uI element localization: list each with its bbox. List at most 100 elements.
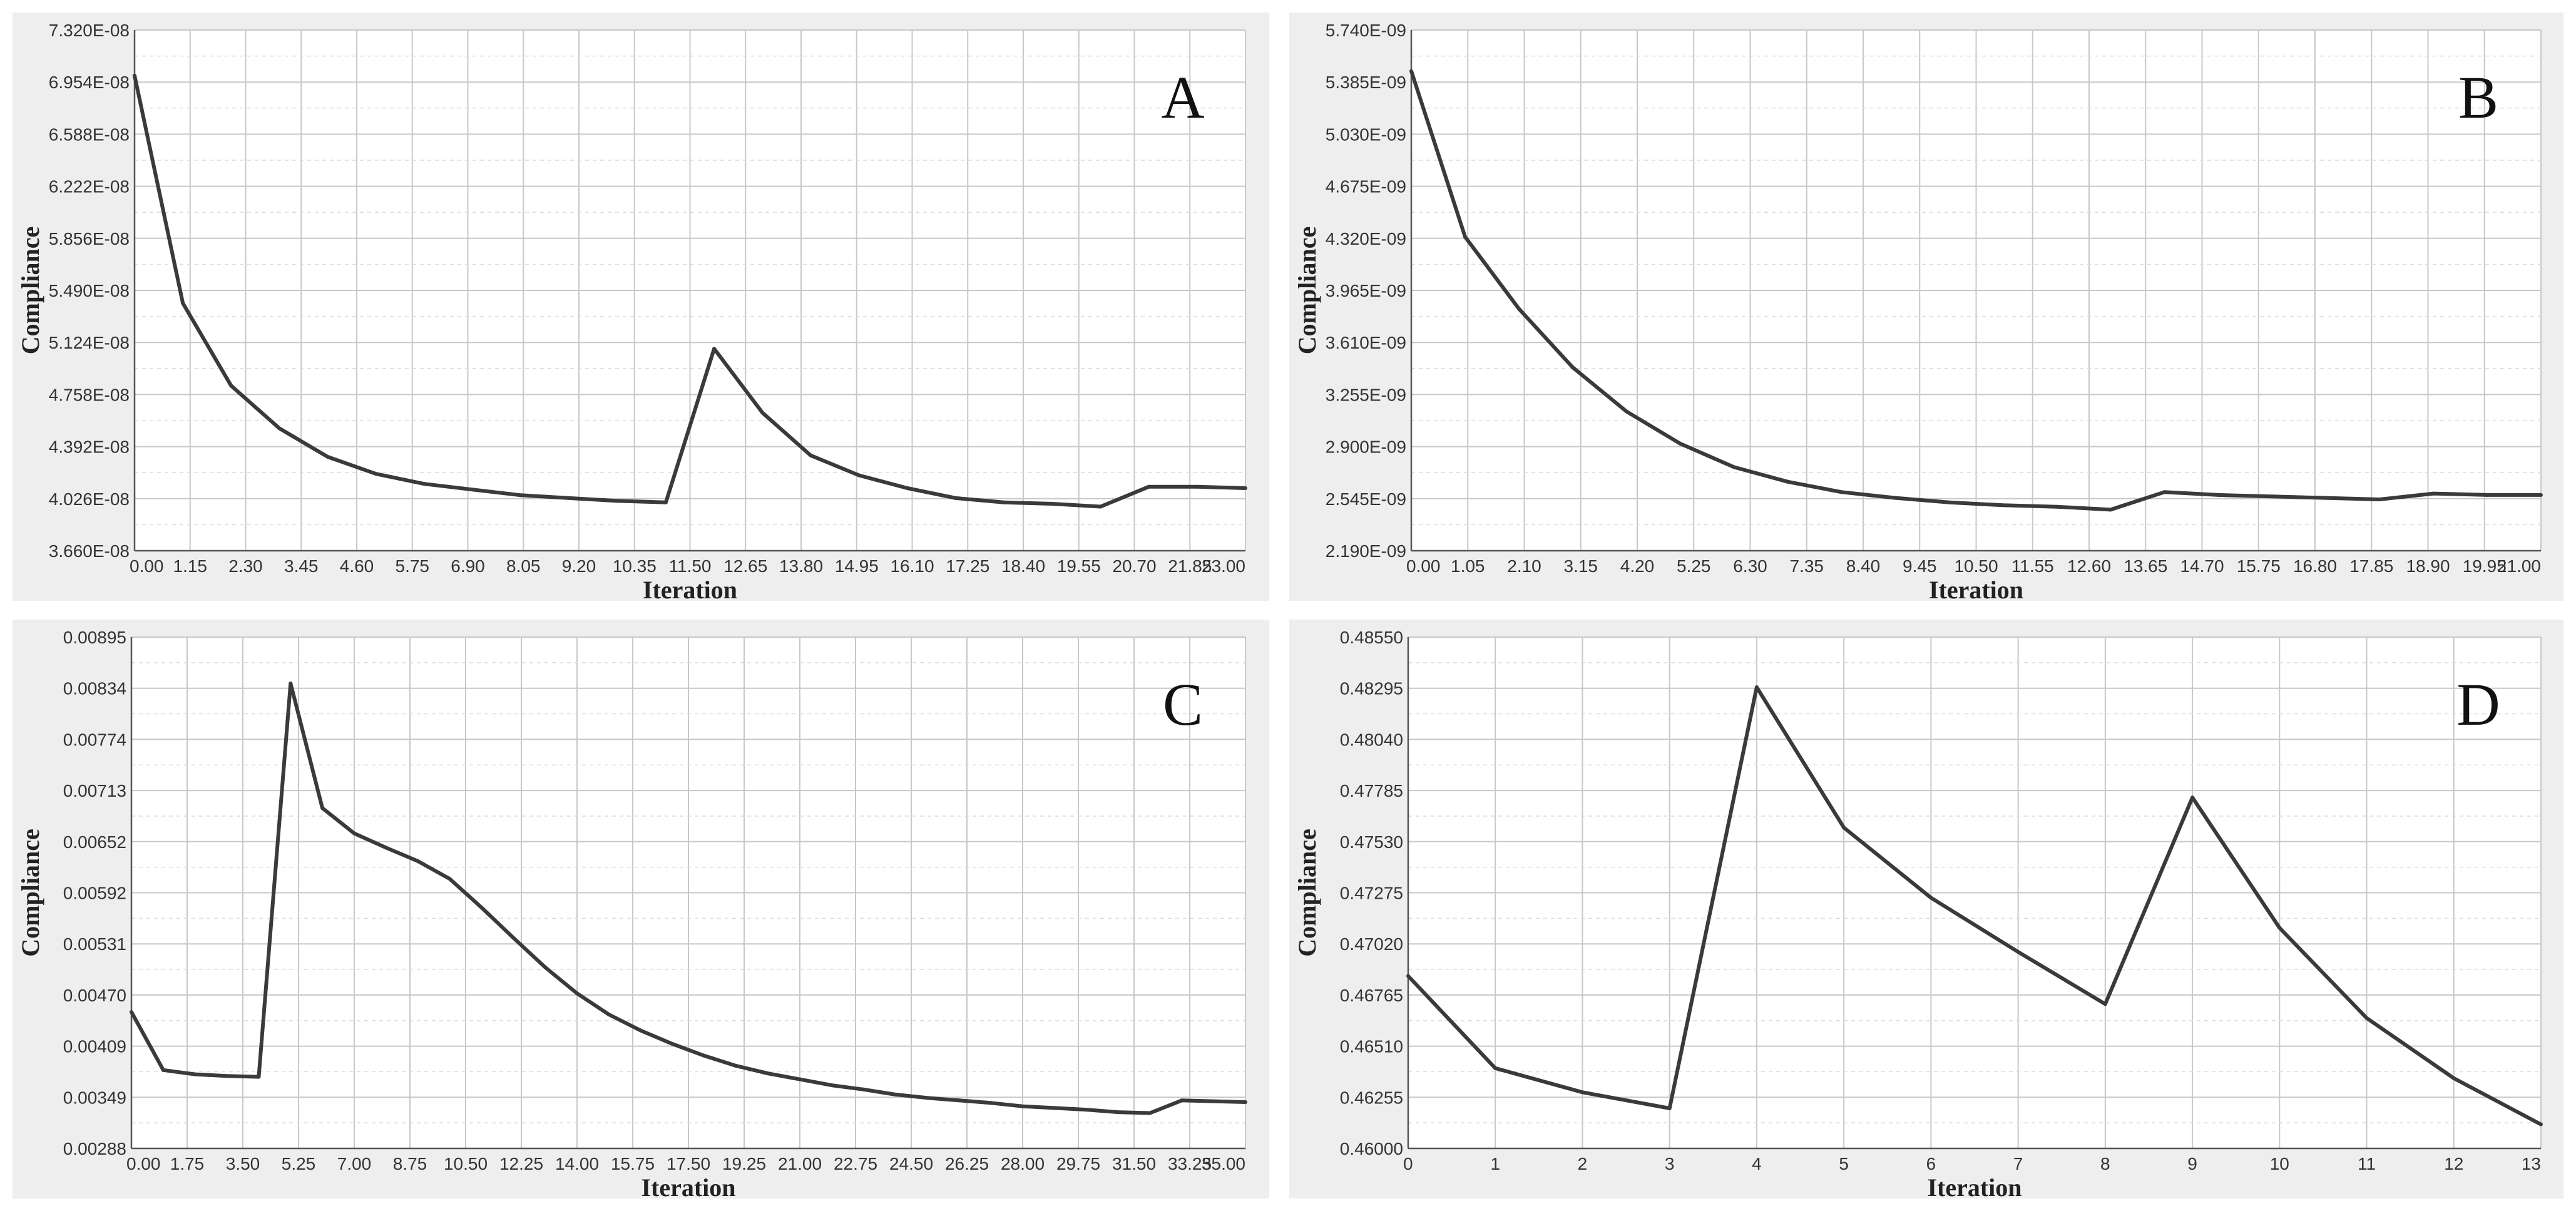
x-tick-label: 8.05 xyxy=(506,556,541,576)
data-point xyxy=(133,73,136,78)
data-point xyxy=(1180,1098,1184,1103)
data-point xyxy=(615,499,620,503)
x-axis-label: Iteration xyxy=(1927,1173,2021,1198)
y-tick-label: 0.00409 xyxy=(63,1037,126,1056)
data-point xyxy=(2451,1076,2456,1080)
data-point xyxy=(1116,1110,1120,1115)
y-tick-label: 0.00652 xyxy=(63,832,126,852)
series-line xyxy=(130,682,1246,1115)
data-point xyxy=(2277,926,2282,930)
x-tick-label: 35.00 xyxy=(1202,1154,1245,1173)
data-point xyxy=(1493,1066,1498,1070)
y-tick-label: 0.00834 xyxy=(63,679,126,698)
x-tick-label: 15.75 xyxy=(611,1154,655,1173)
y-tick-label: 2.545E-09 xyxy=(1326,489,1406,509)
data-point xyxy=(702,1053,707,1058)
chart-b-svg: 0.00 1.05 2.10 3.15 4.20 5.25 6.30 7.35 8.40 9.45… xyxy=(1293,21,2543,601)
data-point xyxy=(575,991,579,996)
data-points xyxy=(130,682,1247,1115)
y-tick-label: 5.385E-09 xyxy=(1326,73,1406,92)
data-points xyxy=(1406,685,2543,1127)
data-points xyxy=(1409,69,2543,512)
y-tick-label: 0.00349 xyxy=(63,1088,126,1107)
x-tick-label: 2.10 xyxy=(1507,556,1541,576)
x-tick-label: 31.50 xyxy=(1112,1154,1156,1173)
data-point xyxy=(1754,685,1759,690)
x-tick-label: 9.20 xyxy=(562,556,596,576)
y-tick-label: 0.48040 xyxy=(1340,730,1403,749)
data-point xyxy=(1842,825,1846,830)
x-tick-label: 16.10 xyxy=(890,556,934,576)
data-point xyxy=(161,1068,165,1072)
data-point xyxy=(225,1074,229,1078)
chart-panel-c: 0.00 1.75 3.50 5.25 7.00 8.75 10.50 12.25 14.00 1… xyxy=(13,620,1269,1198)
x-tick-label: 12 xyxy=(2444,1154,2463,1173)
x-tick-label: 2.30 xyxy=(228,556,263,576)
data-point xyxy=(638,1028,643,1033)
data-point xyxy=(2190,795,2195,800)
x-tick-label: 0.00 xyxy=(1406,556,1441,576)
data-point xyxy=(1148,1111,1152,1115)
data-point xyxy=(766,1071,770,1076)
data-point xyxy=(1624,409,1628,414)
panel-label: B xyxy=(2458,64,2498,131)
x-tick-label: 0 xyxy=(1403,1154,1413,1173)
y-tick-label: 0.47020 xyxy=(1340,934,1403,954)
y-tick-label: 5.490E-08 xyxy=(49,281,130,300)
x-tick-label: 29.75 xyxy=(1056,1154,1100,1173)
x-tick-label: 3.15 xyxy=(1564,556,1598,576)
data-point xyxy=(953,496,958,500)
y-axis-label: Compliance xyxy=(1293,829,1321,956)
y-tick-label: 2.900E-09 xyxy=(1326,437,1406,457)
x-tick-label: 12.65 xyxy=(723,556,767,576)
data-point xyxy=(1021,1104,1025,1108)
y-tick-label: 4.320E-09 xyxy=(1326,229,1406,248)
x-tick-label: 6 xyxy=(1926,1154,1936,1173)
data-point xyxy=(712,347,717,351)
data-point xyxy=(1147,484,1151,489)
data-point xyxy=(809,453,813,457)
x-tick-label: 10.35 xyxy=(613,556,657,576)
x-tick-label: 3.50 xyxy=(226,1154,260,1173)
data-point xyxy=(670,1042,675,1046)
data-point xyxy=(257,1075,261,1079)
x-tick-label: 10.50 xyxy=(444,1154,488,1173)
y-tick-label: 4.758E-08 xyxy=(49,385,130,404)
data-point xyxy=(893,1092,897,1096)
data-point xyxy=(2055,504,2059,509)
data-point xyxy=(2162,490,2167,494)
x-tick-label: 12.25 xyxy=(499,1154,543,1173)
data-point xyxy=(798,1077,802,1081)
data-points xyxy=(133,73,1247,509)
x-tick-label: 28.00 xyxy=(1001,1154,1045,1173)
data-point xyxy=(1244,1100,1247,1104)
y-tick-label: 0.48295 xyxy=(1340,679,1403,698)
data-point xyxy=(479,906,484,910)
x-tick-label: 1 xyxy=(1490,1154,1500,1173)
data-point xyxy=(289,682,293,686)
data-point xyxy=(1409,69,1413,73)
data-point xyxy=(989,1101,993,1105)
y-tick-label: 4.675E-09 xyxy=(1326,177,1406,197)
x-tick-label: 6.30 xyxy=(1733,556,1767,576)
x-tick-label: 11.50 xyxy=(669,556,712,576)
data-point xyxy=(857,473,861,478)
x-tick-label: 7 xyxy=(2013,1154,2023,1173)
data-point xyxy=(1244,486,1247,490)
data-point xyxy=(325,454,330,459)
x-tick-label: 16.80 xyxy=(2293,556,2337,576)
y-tick-label: 4.392E-08 xyxy=(49,437,130,457)
x-tick-label: 26.25 xyxy=(945,1154,989,1173)
data-point xyxy=(543,965,548,969)
x-tick-label: 4 xyxy=(1752,1154,1762,1173)
data-point xyxy=(422,482,427,486)
x-tick-label: 0.00 xyxy=(130,556,164,576)
data-point xyxy=(1667,1106,1672,1110)
x-tick-label: 6.90 xyxy=(451,556,485,576)
x-tick-label: 14.95 xyxy=(835,556,879,576)
y-tick-label: 5.030E-09 xyxy=(1326,125,1406,144)
y-tick-label: 6.222E-08 xyxy=(49,177,130,197)
x-tick-label: 17.50 xyxy=(667,1154,710,1173)
x-tick-label: 5.75 xyxy=(396,556,430,576)
x-tick-label: 14.70 xyxy=(2180,556,2224,576)
